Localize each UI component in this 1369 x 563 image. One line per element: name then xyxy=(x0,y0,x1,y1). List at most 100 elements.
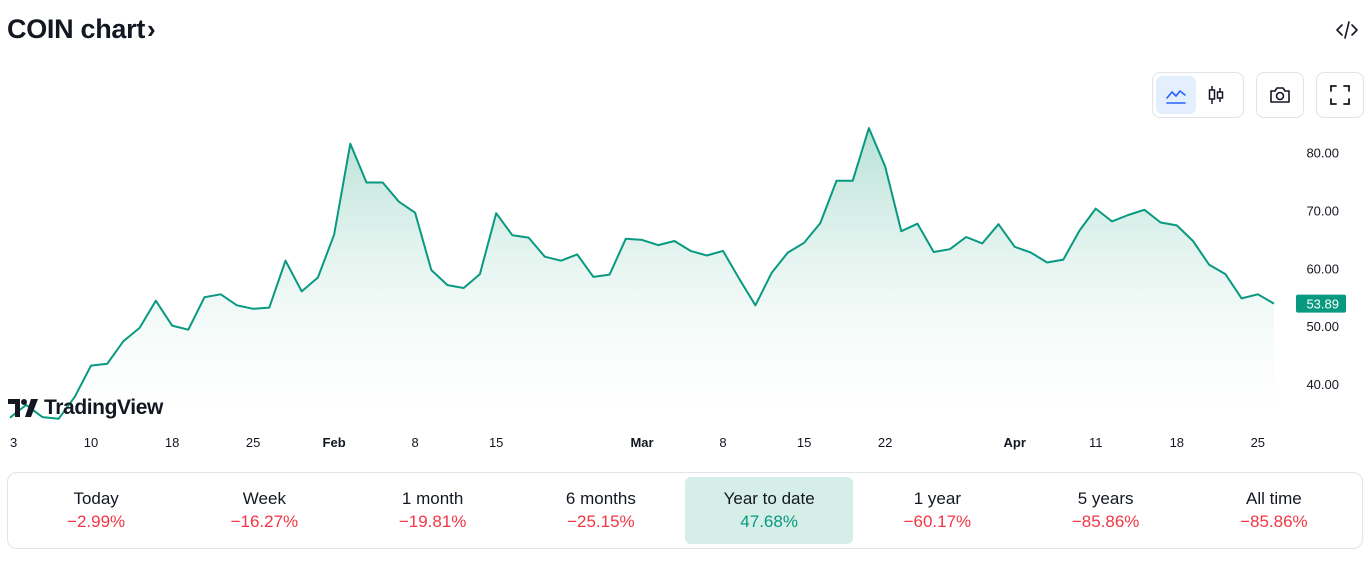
price-point[interactable] xyxy=(802,241,806,245)
price-point[interactable] xyxy=(867,126,871,130)
price-point[interactable] xyxy=(689,249,693,253)
price-point[interactable] xyxy=(203,295,207,299)
tradingview-logo[interactable]: TradingView xyxy=(8,396,163,420)
tradingview-logo-text: TradingView xyxy=(44,396,163,419)
price-point[interactable] xyxy=(1078,229,1082,233)
price-point[interactable] xyxy=(1142,208,1146,212)
price-point[interactable] xyxy=(1094,207,1098,211)
price-point[interactable] xyxy=(462,286,466,290)
price-point[interactable] xyxy=(105,362,109,366)
price-point[interactable] xyxy=(932,250,936,254)
period-tab[interactable]: All time −85.86% xyxy=(1190,477,1358,544)
price-point[interactable] xyxy=(446,283,450,287)
price-point[interactable] xyxy=(1191,239,1195,243)
candlestick-button[interactable] xyxy=(1196,76,1236,114)
price-point[interactable] xyxy=(316,276,320,280)
price-point[interactable] xyxy=(559,259,563,263)
price-point[interactable] xyxy=(964,235,968,239)
price-point[interactable] xyxy=(1126,213,1130,217)
price-point[interactable] xyxy=(186,328,190,332)
chart-title-text[interactable]: COIN chart xyxy=(7,14,146,44)
price-point[interactable] xyxy=(138,326,142,330)
area-chart-icon xyxy=(1166,90,1186,104)
price-point[interactable] xyxy=(948,247,952,251)
period-tab[interactable]: 5 years −85.86% xyxy=(1022,477,1190,544)
price-point[interactable] xyxy=(916,222,920,226)
price-point[interactable] xyxy=(154,299,158,303)
area-chart-button[interactable] xyxy=(1156,76,1196,114)
price-point[interactable] xyxy=(737,277,741,281)
price-point[interactable] xyxy=(543,255,547,259)
price-point[interactable] xyxy=(235,303,239,307)
price-point[interactable] xyxy=(835,179,839,183)
price-point[interactable] xyxy=(348,142,352,146)
price-point[interactable] xyxy=(267,306,271,310)
price-point[interactable] xyxy=(1240,296,1244,300)
price-point[interactable] xyxy=(980,241,984,245)
price-point[interactable] xyxy=(575,252,579,256)
period-tab[interactable]: 1 year −60.17% xyxy=(853,477,1021,544)
period-change-value: −60.17% xyxy=(903,512,972,531)
price-point[interactable] xyxy=(899,229,903,233)
price-point[interactable] xyxy=(1159,221,1163,225)
price-point[interactable] xyxy=(624,237,628,241)
price-point[interactable] xyxy=(1207,263,1211,267)
price-point[interactable] xyxy=(997,222,1001,226)
price-point[interactable] xyxy=(770,271,774,275)
price-point[interactable] xyxy=(170,324,174,328)
price-point[interactable] xyxy=(1223,272,1227,276)
period-change-value: −19.81% xyxy=(398,512,467,531)
price-point[interactable] xyxy=(1029,251,1033,255)
price-point[interactable] xyxy=(381,181,385,185)
price-point[interactable] xyxy=(89,364,93,368)
price-point[interactable] xyxy=(397,200,401,204)
period-tab[interactable]: Year to date 47.68% xyxy=(685,477,854,544)
price-point[interactable] xyxy=(786,251,790,255)
x-axis-tick-label: Mar xyxy=(630,435,653,450)
chart-title[interactable]: COIN chart› xyxy=(7,14,156,45)
price-point[interactable] xyxy=(300,289,304,293)
price-point[interactable] xyxy=(219,292,223,296)
price-point[interactable] xyxy=(284,259,288,263)
price-chart-svg[interactable]: 40.00 50.00 60.00 70.00 80.00 3 10 18 25 Feb 8 15 M… xyxy=(0,120,1369,460)
price-point[interactable] xyxy=(251,307,255,311)
price-point[interactable] xyxy=(721,249,725,253)
price-point[interactable] xyxy=(883,164,887,168)
period-tab[interactable]: 1 month −19.81% xyxy=(349,477,517,544)
chevron-right-icon[interactable]: › xyxy=(147,14,156,44)
price-point[interactable] xyxy=(332,233,336,237)
price-point[interactable] xyxy=(656,243,660,247)
price-point[interactable] xyxy=(608,273,612,277)
price-point[interactable] xyxy=(1013,245,1017,249)
price-point[interactable] xyxy=(672,239,676,243)
price-line[interactable] xyxy=(9,127,1275,420)
price-point[interactable] xyxy=(1061,258,1065,262)
price-point[interactable] xyxy=(510,233,514,237)
fullscreen-group xyxy=(1316,72,1364,118)
period-tab[interactable]: Today −2.99% xyxy=(12,477,180,544)
code-embed-icon[interactable] xyxy=(1335,18,1359,42)
price-point[interactable] xyxy=(365,181,369,185)
period-tab[interactable]: Week −16.27% xyxy=(180,477,348,544)
period-tab[interactable]: 6 months −25.15% xyxy=(517,477,685,544)
price-point[interactable] xyxy=(1256,292,1260,296)
price-point[interactable] xyxy=(1175,223,1179,227)
price-point[interactable] xyxy=(1045,261,1049,265)
price-point[interactable] xyxy=(1110,219,1114,223)
price-point[interactable] xyxy=(527,236,531,240)
price-point[interactable] xyxy=(705,254,709,258)
price-point[interactable] xyxy=(413,211,417,215)
screenshot-button[interactable] xyxy=(1260,76,1300,114)
price-point[interactable] xyxy=(851,179,855,183)
price-point[interactable] xyxy=(818,221,822,225)
price-point[interactable] xyxy=(478,272,482,276)
price-chart[interactable]: 40.00 50.00 60.00 70.00 80.00 3 10 18 25 Feb 8 15 M… xyxy=(0,120,1369,460)
fullscreen-button[interactable] xyxy=(1320,76,1360,114)
price-point[interactable] xyxy=(1272,302,1276,306)
price-point[interactable] xyxy=(121,339,125,343)
price-point[interactable] xyxy=(494,211,498,215)
price-point[interactable] xyxy=(640,238,644,242)
price-point[interactable] xyxy=(429,268,433,272)
price-point[interactable] xyxy=(753,303,757,307)
price-point[interactable] xyxy=(591,275,595,279)
